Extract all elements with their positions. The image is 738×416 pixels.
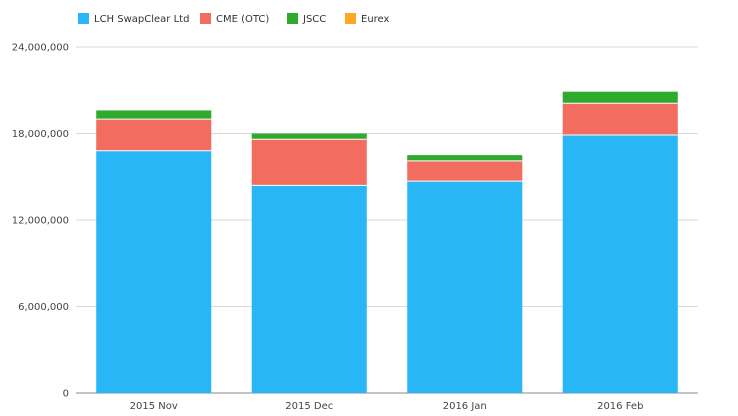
legend-swatch-eurex[interactable] bbox=[345, 13, 356, 24]
y-tick-label: 24,000,000 bbox=[12, 43, 69, 54]
bar-lch-swapclear-ltd-2015-nov[interactable] bbox=[96, 150, 212, 393]
legend: LCH SwapClear Ltd CME (OTC) JSCC Eurex bbox=[78, 13, 390, 25]
legend-swatch-cme-otc[interactable] bbox=[200, 13, 211, 24]
bar-cme-otc-2015-dec[interactable] bbox=[251, 139, 367, 186]
bar-jscc-2016-jan[interactable] bbox=[407, 155, 523, 161]
bar-cme-otc-2015-nov[interactable] bbox=[96, 119, 212, 151]
legend-label-lch-swapclear-ltd[interactable]: LCH SwapClear Ltd bbox=[94, 14, 189, 25]
y-tick-label: 12,000,000 bbox=[12, 216, 69, 227]
y-tick-label: 6,000,000 bbox=[18, 302, 69, 313]
bar-lch-swapclear-ltd-2016-feb[interactable] bbox=[562, 134, 678, 394]
bar-cme-otc-2016-jan[interactable] bbox=[407, 160, 523, 182]
bar-jscc-2015-dec[interactable] bbox=[251, 133, 367, 140]
x-tick-label-2015-dec: 2015 Dec bbox=[285, 401, 333, 412]
y-axis: 0 6,000,000 12,000,000 18,000,000 24,000,000 bbox=[12, 43, 69, 400]
x-axis: 2015 Nov 2015 Dec 2016 Jan 2016 Feb bbox=[130, 401, 644, 412]
bar-lch-swapclear-ltd-2016-jan[interactable] bbox=[407, 181, 523, 393]
bar-jscc-2015-nov[interactable] bbox=[96, 110, 212, 120]
legend-label-cme-otc[interactable]: CME (OTC) bbox=[216, 14, 269, 25]
legend-swatch-jscc[interactable] bbox=[287, 13, 298, 24]
bar-cme-otc-2016-feb[interactable] bbox=[562, 103, 678, 135]
legend-label-jscc[interactable]: JSCC bbox=[302, 14, 326, 25]
x-tick-label-2016-jan: 2016 Jan bbox=[443, 401, 487, 412]
bar-lch-swapclear-ltd-2015-dec[interactable] bbox=[251, 185, 367, 393]
legend-swatch-lch-swapclear-ltd[interactable] bbox=[78, 13, 89, 24]
x-tick-label-2015-nov: 2015 Nov bbox=[130, 401, 178, 412]
bars bbox=[96, 91, 678, 394]
legend-label-eurex[interactable]: Eurex bbox=[361, 14, 390, 25]
x-tick-label-2016-feb: 2016 Feb bbox=[597, 401, 643, 412]
bar-jscc-2016-feb[interactable] bbox=[562, 91, 678, 104]
y-tick-label: 0 bbox=[63, 389, 69, 400]
y-tick-label: 18,000,000 bbox=[12, 129, 69, 140]
